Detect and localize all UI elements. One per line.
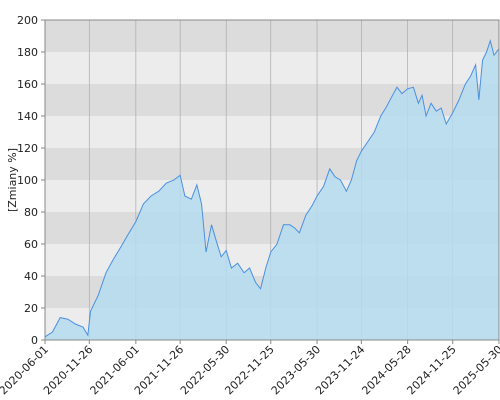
y-tick-label: 20	[24, 302, 38, 315]
area	[45, 40, 499, 341]
y-axis-label: [Zmiany %]	[6, 148, 19, 212]
x-tick-label: 2025-05-30	[451, 343, 500, 397]
grid-band	[45, 52, 499, 84]
y-tick-label: 160	[17, 78, 38, 91]
y-tick-label: 0	[31, 334, 38, 347]
y-tick-label: 120	[17, 142, 38, 155]
y-tick-label: 200	[17, 14, 38, 27]
y-tick-label: 60	[24, 238, 38, 251]
y-tick-label: 40	[24, 270, 38, 283]
grid-band	[45, 20, 499, 52]
y-tick-label: 140	[17, 110, 38, 123]
y-tick-label: 180	[17, 46, 38, 59]
line	[44, 39, 500, 338]
y-tick-label: 100	[17, 174, 38, 187]
y-tick-label: 80	[24, 206, 38, 219]
